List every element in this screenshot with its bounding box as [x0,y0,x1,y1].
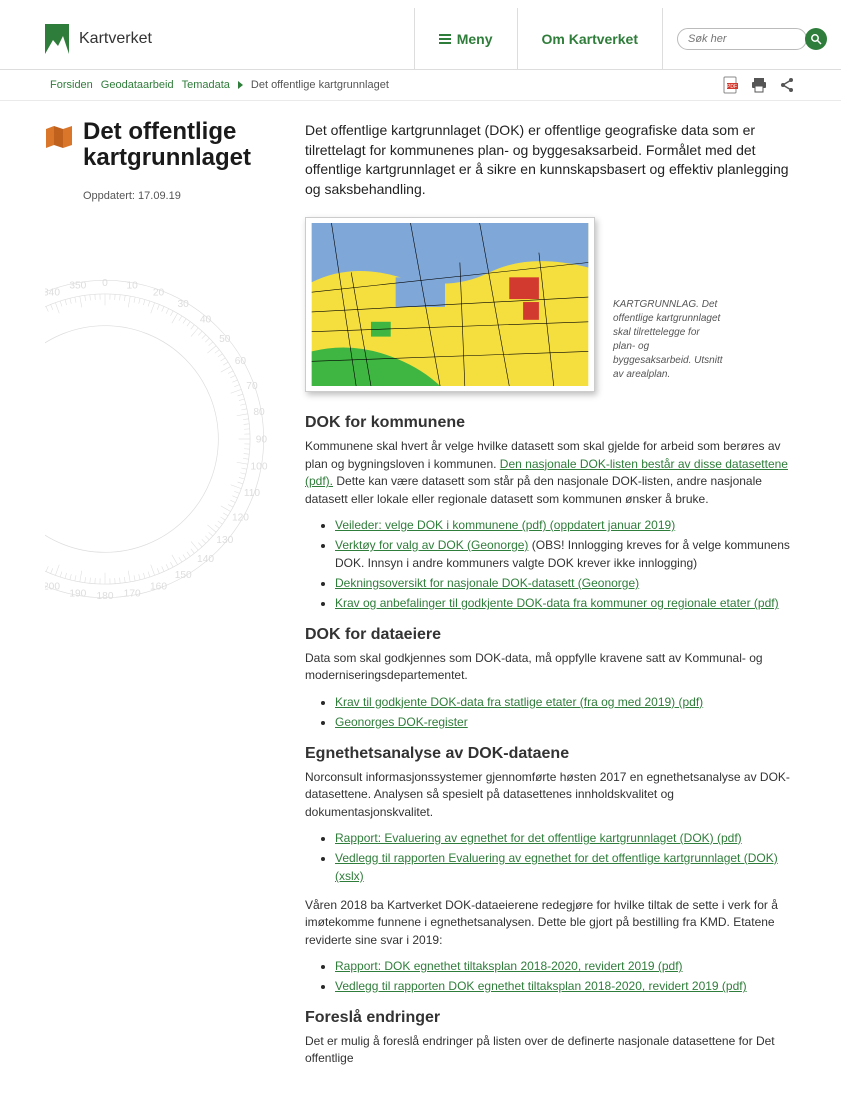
breadcrumb-current: Det offentlige kartgrunnlaget [251,79,389,91]
breadcrumb-home[interactable]: Forsiden [50,79,93,91]
link-vedlegg-tiltak[interactable]: Vedlegg til rapporten DOK egnethet tilta… [335,979,747,993]
svg-text:120: 120 [232,513,249,524]
kartverket-logo-icon [45,24,69,54]
about-label: Om Kartverket [542,31,639,47]
list-item: Geonorges DOK-register [335,713,796,731]
svg-text:90: 90 [256,434,268,445]
heading-egnethet: Egnethetsanalyse av DOK-dataene [305,745,796,763]
figure-map [305,217,595,392]
svg-text:160: 160 [150,581,167,592]
compass-decoration-icon: 0 10 20 30 40 50 60 70 80 90 100 110 120 130140 150 160… [45,269,285,669]
svg-text:30: 30 [178,299,190,310]
link-verktoy[interactable]: Verktøy for valg av DOK (Geonorge) [335,538,528,552]
link-vedlegg-evaluering[interactable]: Vedlegg til rapporten Evaluering av egne… [335,851,778,883]
svg-text:190: 190 [69,588,86,599]
hamburger-icon [439,34,451,44]
para-kommunene: Kommunene skal hvert år velge hvilke dat… [305,438,796,508]
breadcrumb-level1[interactable]: Geodataarbeid [101,79,174,91]
list-item: Verktøy for valg av DOK (Geonorge) (OBS!… [335,536,796,572]
menu-button[interactable]: Meny [414,8,517,69]
breadcrumb-row: Forsiden Geodataarbeid Temadata Det offe… [0,70,841,101]
svg-text:110: 110 [244,488,261,499]
para-dataeiere: Data som skal godkjennes som DOK-data, m… [305,650,796,685]
heading-endringer: Foreslå endringer [305,1009,796,1027]
search-button[interactable] [805,28,827,50]
link-dekning[interactable]: Dekningsoversikt for nasjonale DOK-datas… [335,576,639,590]
svg-text:PDF: PDF [727,84,737,90]
breadcrumb: Forsiden Geodataarbeid Temadata Det offe… [50,79,389,91]
breadcrumb-level2[interactable]: Temadata [182,79,230,91]
figure-caption: KARTGRUNNLAG. Det offentlige kartgrunnla… [613,298,723,382]
svg-text:40: 40 [200,315,212,326]
list-item: Krav til godkjente DOK-data fra statlige… [335,693,796,711]
svg-text:180: 180 [97,591,114,602]
updated-label: Oppdatert: 17.09.19 [83,190,285,202]
svg-text:100: 100 [251,462,268,473]
list-item: Veileder: velge DOK i kommunene (pdf) (o… [335,516,796,534]
menu-label: Meny [457,31,493,47]
list-item: Vedlegg til rapporten Evaluering av egne… [335,849,796,885]
svg-text:130: 130 [216,535,233,546]
svg-text:0: 0 [102,278,108,289]
search-input[interactable] [677,28,807,50]
link-rapport-tiltak[interactable]: Rapport: DOK egnethet tiltaksplan 2018-2… [335,959,683,973]
svg-text:340: 340 [45,287,60,298]
svg-text:10: 10 [126,280,138,291]
intro-paragraph: Det offentlige kartgrunnlaget (DOK) er o… [305,121,796,199]
para-egnethet-b: Våren 2018 ba Kartverket DOK-dataeierene… [305,897,796,949]
svg-text:350: 350 [69,280,86,291]
link-veileder[interactable]: Veileder: velge DOK i kommunene (pdf) (o… [335,518,675,532]
svg-text:200: 200 [45,581,60,592]
page-title: Det offentlige kartgrunnlaget [83,119,285,172]
svg-text:60: 60 [235,356,247,367]
chevron-right-icon [238,81,243,89]
brand[interactable]: Kartverket [0,24,152,54]
print-icon[interactable] [750,76,768,94]
svg-text:140: 140 [197,554,214,565]
link-krav[interactable]: Krav og anbefalinger til godkjente DOK-d… [335,596,779,610]
about-link[interactable]: Om Kartverket [517,8,663,69]
list-item: Rapport: Evaluering av egnethet for det … [335,829,796,847]
heading-kommunene: DOK for kommunene [305,414,796,432]
list-item: Rapport: DOK egnethet tiltaksplan 2018-2… [335,957,796,975]
list-item: Krav og anbefalinger til godkjente DOK-d… [335,594,796,612]
search-icon [810,33,822,45]
map-icon [45,125,73,149]
svg-text:50: 50 [219,334,231,345]
brand-name: Kartverket [79,30,152,48]
search-wrap [662,8,841,69]
link-rapport-evaluering[interactable]: Rapport: Evaluering av egnethet for det … [335,831,742,845]
share-icon[interactable] [778,76,796,94]
site-header: Kartverket Meny Om Kartverket [0,8,841,70]
svg-text:70: 70 [246,381,258,392]
svg-text:150: 150 [175,570,192,581]
svg-text:80: 80 [253,407,265,418]
list-item: Dekningsoversikt for nasjonale DOK-datas… [335,574,796,592]
list-item: Vedlegg til rapporten DOK egnethet tilta… [335,977,796,995]
link-krav-statlige[interactable]: Krav til godkjente DOK-data fra statlige… [335,695,703,709]
pdf-icon[interactable]: PDF [722,76,740,94]
para-egnethet-a: Norconsult informasjonssystemer gjennomf… [305,769,796,821]
svg-text:170: 170 [124,588,141,599]
link-geonorge-register[interactable]: Geonorges DOK-register [335,715,468,729]
para-endringer: Det er mulig å foreslå endringer på list… [305,1033,796,1068]
heading-dataeiere: DOK for dataeiere [305,626,796,644]
svg-text:20: 20 [153,287,165,298]
